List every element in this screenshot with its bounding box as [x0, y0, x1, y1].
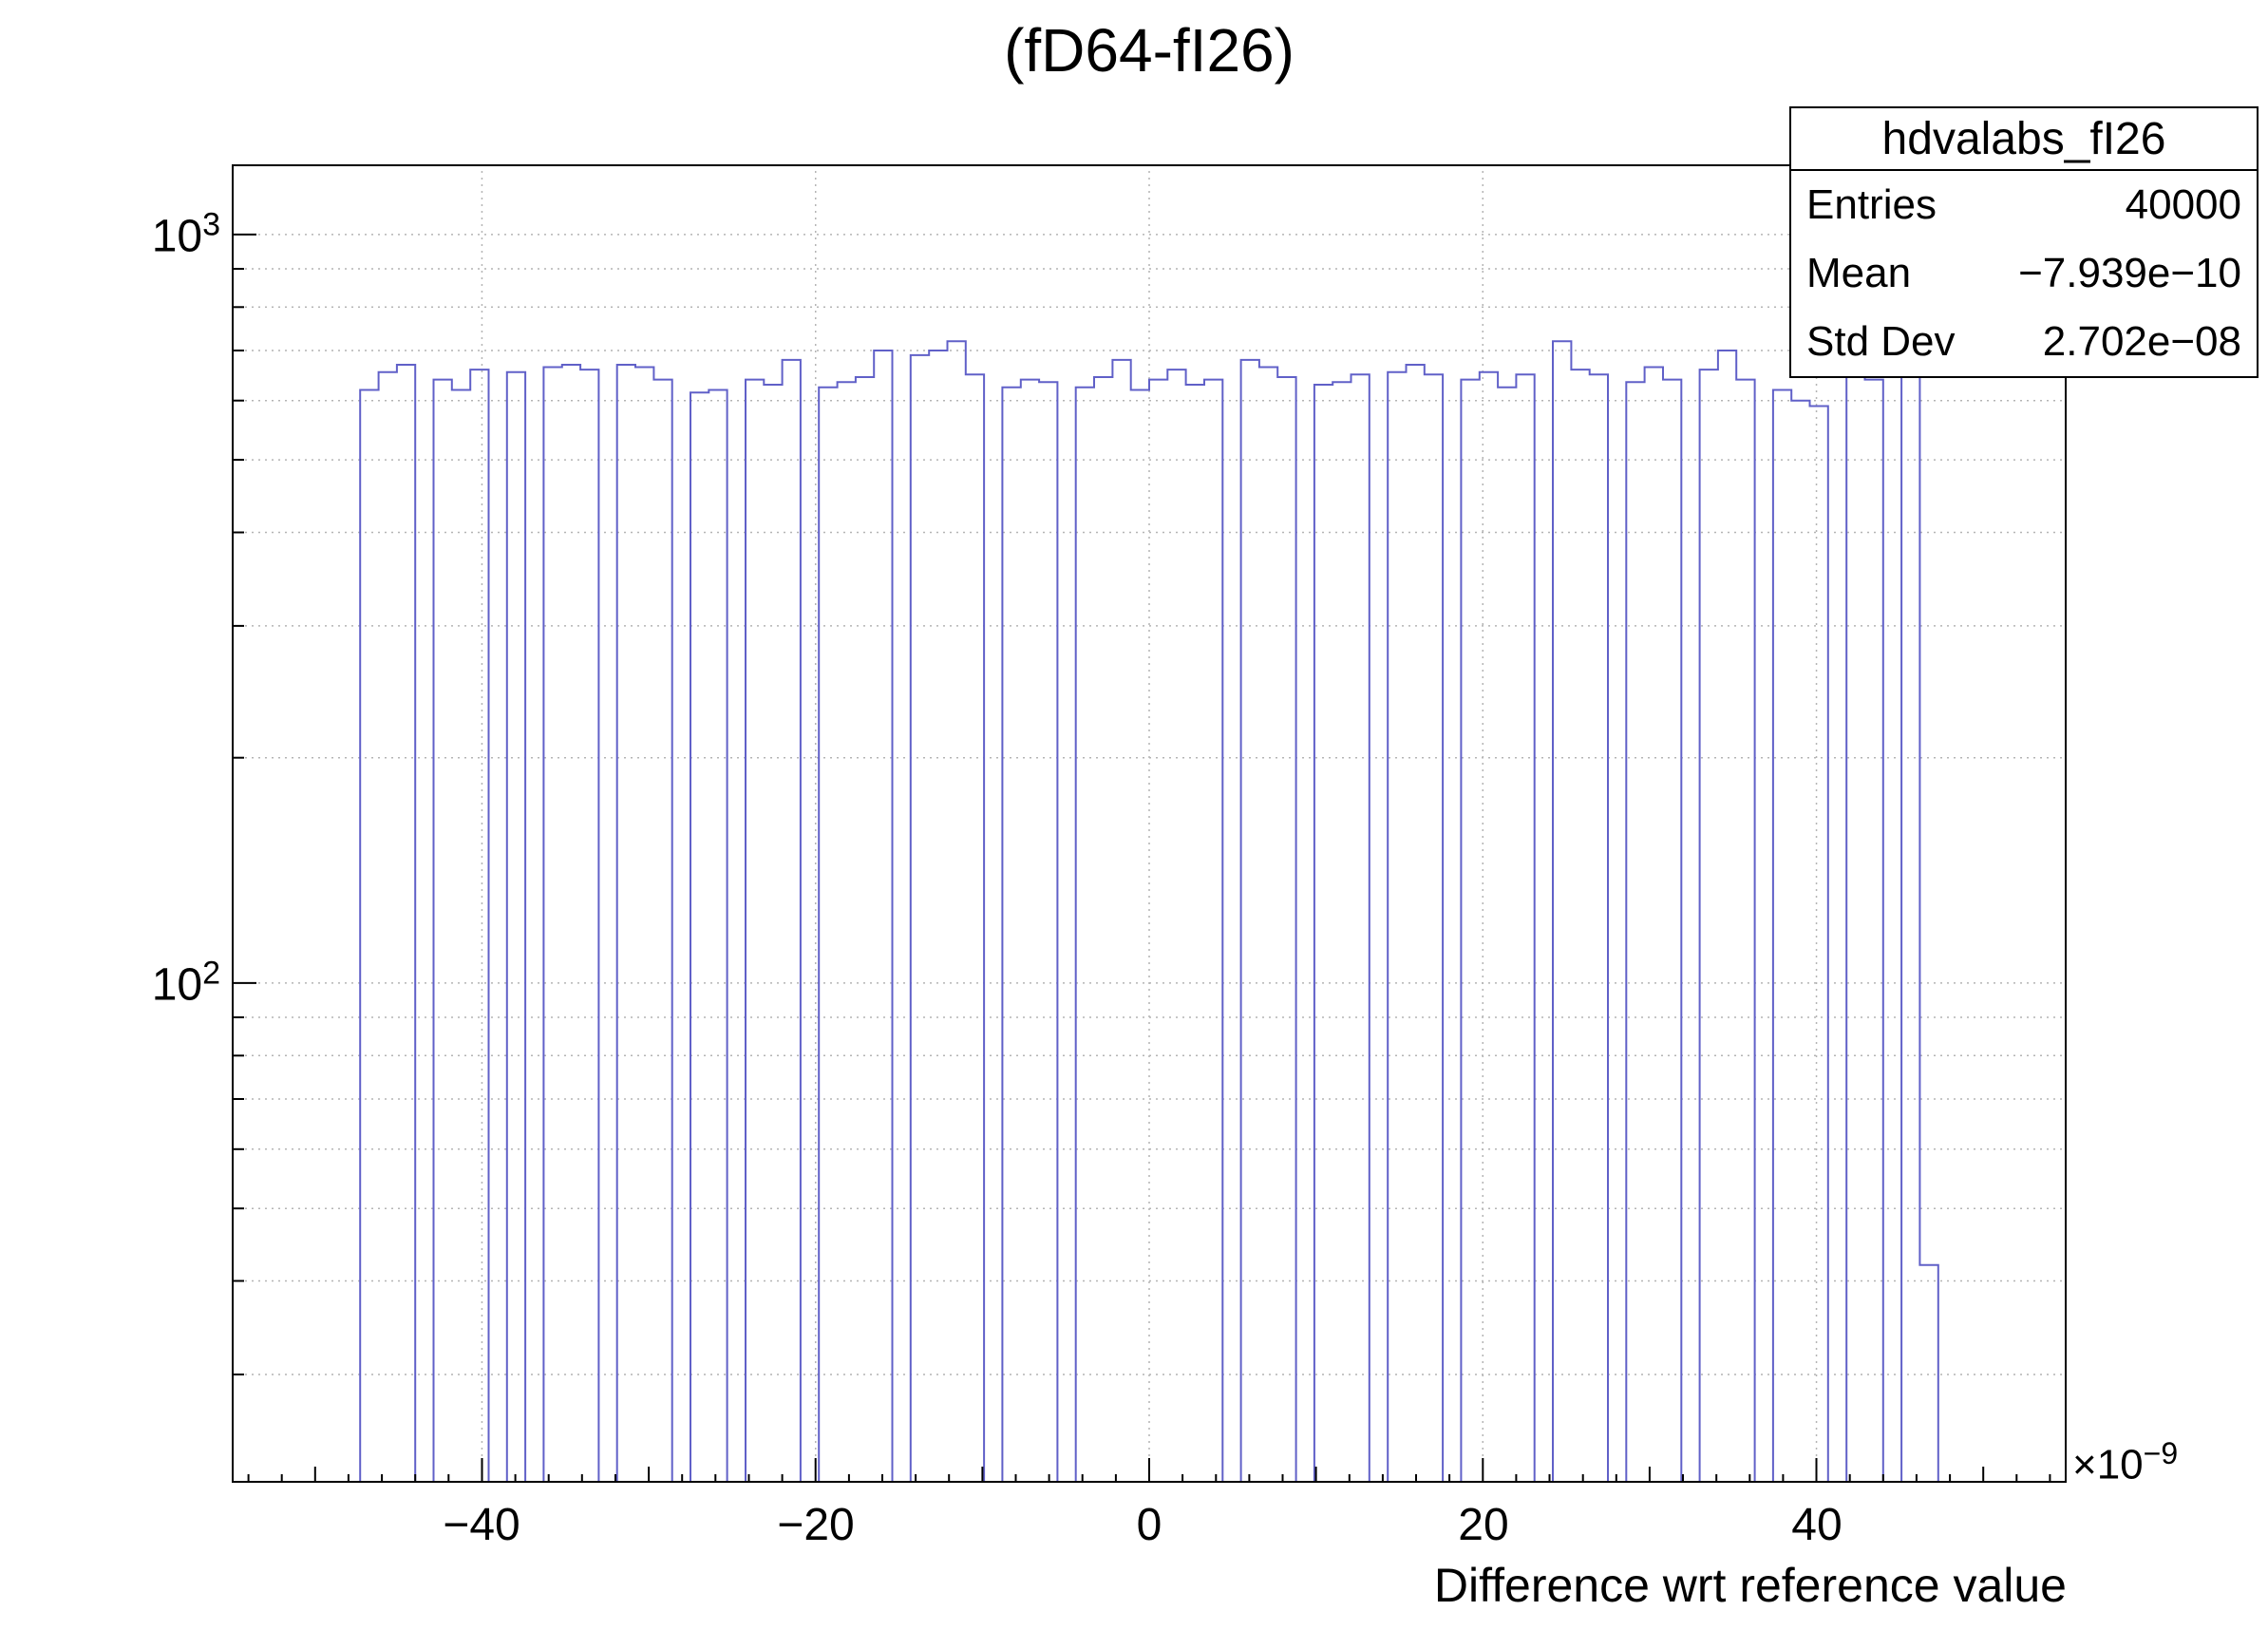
x-tick-label: −20: [777, 1500, 855, 1550]
plot-frame: [232, 164, 2067, 1483]
x-exponent-base: ×10: [2072, 1441, 2144, 1488]
x-tick-label: 0: [1136, 1500, 1162, 1550]
y-tick-label-1000: 103: [152, 207, 220, 263]
x-exponent-power: −9: [2143, 1436, 2179, 1470]
x-tick-label: 40: [1791, 1500, 1843, 1550]
plot-area: [232, 164, 2067, 1484]
stats-box: hdvalabs_fI26 Entries 40000 Mean −7.939e…: [1789, 106, 2259, 378]
stats-label: Mean: [1806, 250, 1912, 296]
stats-box-title: hdvalabs_fI26: [1791, 108, 2257, 171]
stats-label: Entries: [1806, 181, 1937, 228]
chart-title: (fD64-fI26): [1004, 16, 1295, 85]
stats-row-entries: Entries 40000: [1791, 171, 2257, 239]
x-tick-label: 20: [1458, 1500, 1509, 1550]
stats-row-mean: Mean −7.939e−10: [1791, 239, 2257, 308]
x-tick-label: −40: [443, 1500, 520, 1550]
stats-row-stddev: Std Dev 2.702e−08: [1791, 308, 2257, 376]
y-tick-exp: 3: [202, 206, 220, 243]
x-axis-title: Difference wrt reference value: [1433, 1559, 2067, 1612]
y-tick-label-100: 102: [152, 956, 220, 1012]
stats-value: 40000: [2125, 181, 2241, 228]
histogram-svg: [232, 164, 2067, 1484]
x-axis-exponent: ×10−9: [2072, 1436, 2178, 1489]
histogram-line: [359, 340, 1939, 1484]
stats-value: 2.702e−08: [2042, 318, 2241, 365]
stats-label: Std Dev: [1806, 318, 1956, 365]
y-tick-base: 10: [151, 211, 203, 262]
y-tick-base: 10: [151, 959, 203, 1011]
y-tick-exp: 2: [202, 955, 220, 992]
stats-value: −7.939e−10: [2018, 250, 2241, 296]
